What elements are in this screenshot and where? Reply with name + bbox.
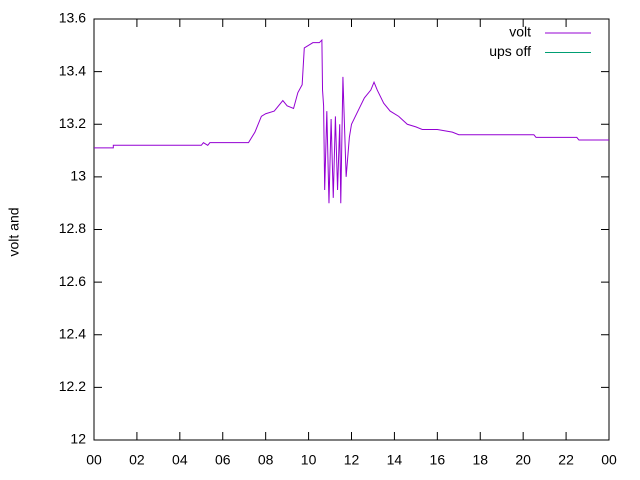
y-tick-label: 12.2 — [59, 378, 86, 394]
x-tick-label: 10 — [301, 452, 317, 468]
series-line — [94, 38, 609, 204]
x-tick-label: 08 — [258, 452, 274, 468]
y-tick-label: 12.6 — [59, 273, 86, 289]
y-tick-label: 12.4 — [59, 325, 86, 341]
x-tick-label: 12 — [344, 452, 360, 468]
plot-frame — [93, 18, 610, 441]
y-tick-label: 13 — [70, 168, 86, 184]
x-tick-label: 20 — [515, 452, 531, 468]
x-tick-label: 00 — [601, 452, 617, 468]
x-tick-label: 06 — [215, 452, 231, 468]
x-tick-label: 02 — [129, 452, 145, 468]
x-tick-label: 18 — [472, 452, 488, 468]
x-tick-label: 04 — [172, 452, 188, 468]
x-tick-label: 14 — [387, 452, 403, 468]
y-tick-label: 13.4 — [59, 62, 86, 78]
y-tick-label: 12 — [70, 431, 86, 447]
y-tick-label: 13.6 — [59, 10, 86, 26]
legend-label: ups off — [489, 43, 531, 59]
x-tick-label: 00 — [86, 452, 102, 468]
x-tick-label: 22 — [558, 452, 574, 468]
x-tick-label: 16 — [430, 452, 446, 468]
y-tick-label: 13.2 — [59, 115, 86, 131]
legend-label: volt — [509, 24, 531, 40]
y-axis-label: volt and — [6, 207, 22, 256]
y-tick-label: 12.8 — [59, 220, 86, 236]
